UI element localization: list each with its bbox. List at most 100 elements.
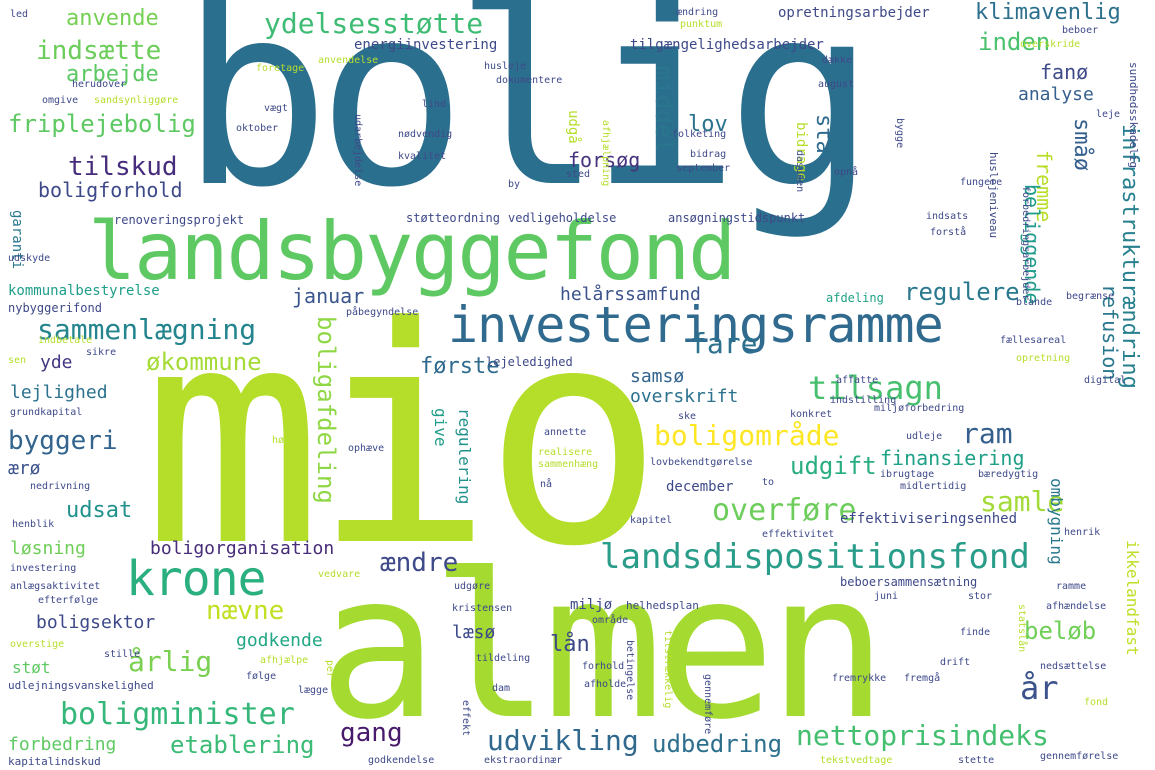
word-renoveringsprojekt: renoveringsprojekt — [114, 213, 245, 227]
word-foretage: foretage — [256, 63, 305, 74]
word-nedsættelse: nedsættelse — [1040, 661, 1107, 672]
word-stette: stette — [958, 755, 995, 766]
word-fremrykke: fremrykke — [832, 673, 887, 684]
word-godkende: godkende — [236, 630, 323, 651]
word-investering: investering — [10, 563, 77, 574]
word-afhændelse: afhændelse — [1046, 601, 1107, 612]
word-lån: lån — [550, 632, 590, 657]
word-henblik: henblik — [12, 519, 55, 530]
word-anvendelse: anvendelse — [318, 55, 379, 66]
word-statslån: statslån — [1016, 604, 1027, 653]
word-støt: støt — [12, 658, 51, 677]
word-lejeledighed: lejeledighed — [486, 355, 573, 369]
word-udskyde: udskyde — [8, 253, 51, 264]
word-vedligeholdelse: vedligeholdelse — [508, 211, 617, 225]
word-påbegyndelse: påbegyndelse — [346, 307, 419, 318]
word-tilsagn: tilsagn — [808, 369, 943, 407]
word-friplejebolig: friplejebolig — [8, 110, 196, 138]
word-omgive: omgive — [42, 95, 79, 106]
word-udvikling: udvikling — [487, 724, 639, 757]
word-boligsektor: boligsektor — [36, 612, 156, 633]
word-ombygning: ombygning — [1047, 478, 1066, 565]
word-sikre: sikre — [86, 347, 117, 358]
word-overskride: overskride — [1020, 39, 1081, 50]
word-forsøg: forsøg — [568, 148, 641, 172]
word-kommunalbestyrelse: kommunalbestyrelse — [8, 283, 160, 299]
word-helhedsplan: helhedsplan — [626, 599, 699, 612]
word-forstå: forstå — [930, 227, 967, 238]
word-vedvare: vedvare — [318, 569, 361, 580]
word-indsats: indsats — [926, 211, 969, 222]
word-sen: sen — [8, 355, 27, 366]
word-dokumentere: dokumentere — [496, 75, 563, 86]
word-regulering: regulering — [455, 408, 474, 505]
word-tilgængelighedsarbejder: tilgængelighedsarbejder — [630, 37, 824, 53]
word-udlejningsvanskelighed: udlejningsvanskelighed — [8, 679, 154, 692]
word-yde: yde — [40, 352, 73, 373]
word-bæredygtig: bæredygtig — [978, 469, 1039, 480]
word-forbedring: forbedring — [8, 734, 117, 755]
word-huslejeniveau: huslejeniveau — [987, 152, 1000, 239]
word-kvalitet: kvalitet — [398, 151, 447, 162]
word-lægge: lægge — [298, 685, 329, 696]
word-by: by — [508, 179, 521, 190]
word-fanø: fanø — [1040, 60, 1089, 84]
word-kapitalindskud: kapitalindskud — [8, 755, 101, 768]
word-per: per — [324, 660, 335, 679]
word-januar: januar — [292, 284, 365, 308]
word-august: august — [818, 79, 855, 90]
word-vægt: vægt — [264, 103, 289, 114]
word-gennemførelse: gennemførelse — [1040, 751, 1119, 762]
word-forbedringsarbejder: forbedringsarbejder — [1020, 186, 1031, 301]
word-økommune: økommune — [146, 348, 262, 376]
word-nybyggerifond: nybyggerifond — [8, 301, 102, 315]
word-analyse: analyse — [1018, 84, 1094, 105]
word-fungere: fungere — [960, 177, 1003, 188]
word-oktober: oktober — [236, 123, 279, 134]
word-ram: ram — [962, 417, 1013, 450]
word-udgift: udgift — [790, 452, 877, 480]
word-lind: lind — [422, 99, 447, 110]
word-boligafdeling: boligafdeling — [312, 316, 340, 504]
word-fare: fare — [690, 327, 758, 360]
word-ophæve: ophæve — [348, 443, 385, 454]
word-følge: følge — [246, 671, 277, 682]
word-landsdispositionsfond: landsdispositionsfond — [600, 537, 1030, 577]
word-afdeling: afdeling — [826, 291, 884, 305]
word-boligminister: boligminister — [60, 697, 295, 732]
word-punktum: punktum — [680, 19, 723, 30]
word-effektivitet: effektivitet — [762, 529, 835, 540]
word-overstige: overstige — [10, 639, 65, 650]
word-affatte: affatte — [836, 375, 879, 386]
word-konkret: konkret — [790, 409, 833, 420]
word-drift: drift — [940, 657, 971, 668]
word-indbetale: indbetale — [38, 335, 93, 346]
word-beløb: beløb — [1024, 617, 1097, 645]
word-anlægsaktivitet: anlægsaktivitet — [10, 581, 101, 592]
word-småø: småø — [1069, 118, 1094, 171]
word-lovbekendtgørelse: lovbekendtgørelse — [650, 457, 753, 468]
word-inden: inden — [978, 28, 1051, 56]
word-år: år — [1020, 669, 1059, 707]
word-klimavenlig: klimavenlig — [975, 0, 1121, 25]
word-midlertidig: midlertidig — [900, 481, 967, 492]
word-effektiviseringsenhed: effektiviseringsenhed — [840, 511, 1018, 527]
word-overføre: overføre — [712, 493, 857, 528]
word-nødvendig: nødvendig — [398, 129, 453, 140]
word-folketing: folketing — [672, 129, 727, 140]
word-beboersammensætning: beboersammensætning — [840, 575, 978, 589]
word-indsætte: indsætte — [36, 36, 162, 66]
word-fremme: fremme — [1032, 150, 1056, 223]
word-led: led — [10, 9, 29, 20]
word-miljøforbedring: miljøforbedring — [874, 403, 965, 414]
word-tekstvedtage: tekstvedtage — [820, 755, 893, 766]
word-efterfølge: efterfølge — [38, 595, 99, 606]
word-sandsynliggøre: sandsynliggøre — [94, 95, 179, 106]
word-udsat: udsat — [66, 498, 133, 523]
word-finansiering: finansiering — [880, 446, 1025, 470]
word-arbejde: arbejde — [66, 62, 159, 87]
word-beliggende: beliggende — [1020, 184, 1044, 305]
word-nå: nå — [540, 479, 553, 490]
word-udgøre: udgøre — [454, 581, 491, 592]
word-tilskud: tilskud — [68, 152, 178, 182]
